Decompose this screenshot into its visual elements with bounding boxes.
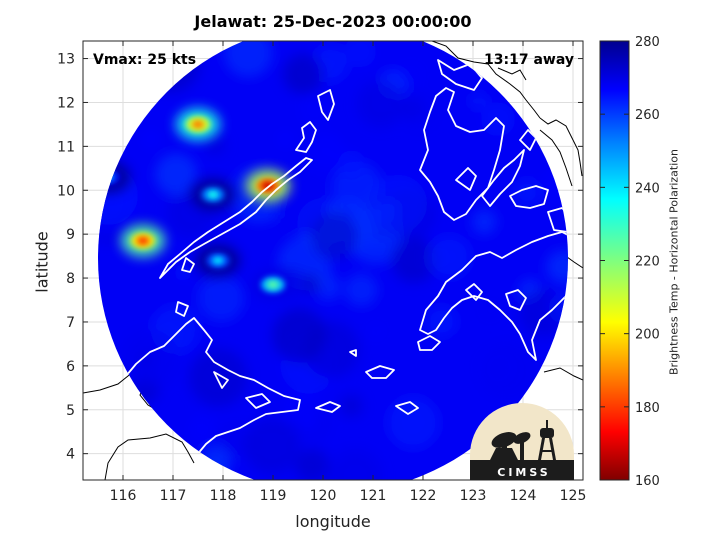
colorbar-label: Brightness Temp - Horizontal Polarizatio… bbox=[667, 149, 681, 375]
warm-feature bbox=[191, 178, 235, 211]
y-tick-label: 13 bbox=[57, 52, 75, 68]
warm-feature bbox=[251, 268, 295, 301]
x-tick-label: 121 bbox=[360, 488, 387, 504]
x-tick-label: 125 bbox=[560, 488, 587, 504]
colorbar-tick-label: 180 bbox=[635, 401, 660, 416]
x-axis-label: longitude bbox=[295, 512, 371, 531]
cimss-logo-text: CIMSS bbox=[497, 466, 551, 479]
x-tick-label: 116 bbox=[110, 488, 137, 504]
y-tick-label: 4 bbox=[66, 447, 75, 463]
x-tick-label: 117 bbox=[160, 488, 187, 504]
colorbar-tick-label: 260 bbox=[635, 108, 660, 123]
time-away-label: 13:17 away bbox=[484, 52, 574, 68]
y-tick-label: 12 bbox=[57, 95, 75, 111]
axis-ticks: 116 117 118 119 120 121 122 123 124 125 4 5 6 7 8 9 10 11… bbox=[57, 41, 586, 504]
y-tick-label: 9 bbox=[66, 227, 75, 243]
y-tick-label: 7 bbox=[66, 315, 75, 331]
satellite-dish-icon bbox=[490, 432, 531, 460]
colorbar-tick-label: 200 bbox=[635, 328, 660, 343]
vmax-label: Vmax: 25 kts bbox=[93, 52, 197, 68]
plot-frame bbox=[82, 40, 584, 481]
map-title: Jelawat: 25-Dec-2023 00:00:00 bbox=[194, 12, 472, 31]
y-axis-label: latitude bbox=[32, 231, 52, 293]
colorbar-tick-label: 240 bbox=[635, 181, 660, 196]
x-tick-label: 120 bbox=[310, 488, 337, 504]
colorbar-tick-label: 160 bbox=[635, 474, 660, 489]
colorbar-ticks: 160 180 200 220 240 260 280 bbox=[600, 35, 660, 489]
y-tick-label: 10 bbox=[57, 183, 75, 199]
y-tick-label: 8 bbox=[66, 271, 75, 287]
x-tick-label: 118 bbox=[210, 488, 237, 504]
y-tick-label: 6 bbox=[66, 359, 75, 375]
y-tick-label: 5 bbox=[66, 403, 75, 419]
warm-feature bbox=[196, 244, 240, 277]
y-tick-label: 11 bbox=[57, 139, 75, 155]
cimss-logo-band bbox=[470, 460, 574, 480]
cimss-logo bbox=[470, 403, 574, 480]
colorbar-tick-label: 280 bbox=[635, 35, 660, 50]
water-tower-icon bbox=[538, 420, 556, 460]
x-tick-label: 123 bbox=[460, 488, 487, 504]
x-tick-label: 119 bbox=[260, 488, 287, 504]
microwave-swath bbox=[98, 41, 568, 480]
x-tick-label: 124 bbox=[510, 488, 537, 504]
colorbar-tick-label: 220 bbox=[635, 255, 660, 270]
x-tick-label: 122 bbox=[410, 488, 437, 504]
warm-feature bbox=[121, 224, 165, 257]
warm-feature bbox=[176, 108, 220, 141]
